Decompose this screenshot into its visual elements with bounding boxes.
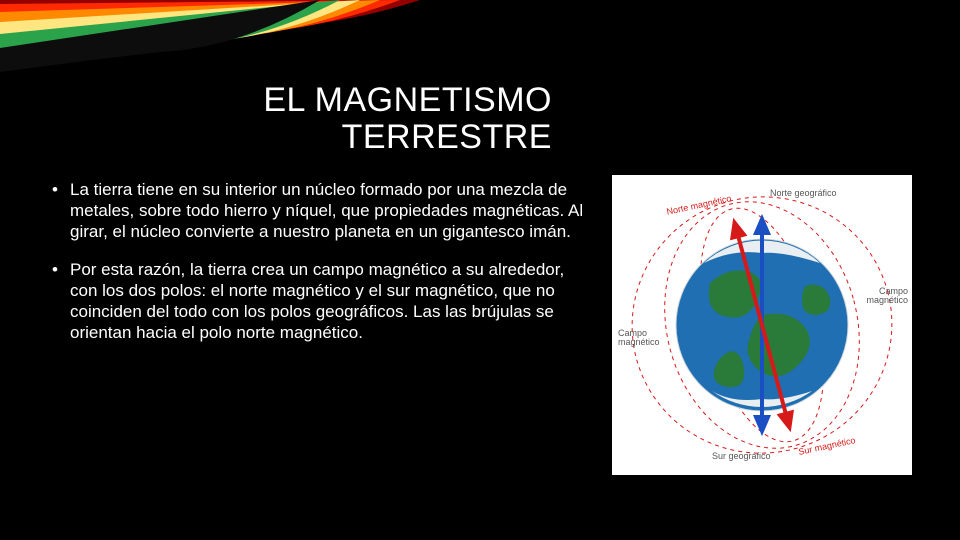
figure-column: Norte geográfico Norte magnético Campo m… (612, 175, 912, 475)
earth-magnetism-figure: Norte geográfico Norte magnético Campo m… (612, 175, 912, 475)
label-campo-magnetico-left: Campo magnético (618, 329, 666, 347)
label-norte-geografico: Norte geográfico (770, 189, 837, 198)
slide-title: EL MAGNETISMO TERRESTRE (48, 82, 552, 157)
label-campo-magnetico-right: Campo magnético (860, 287, 908, 305)
bullet-item: La tierra tiene en su interior un núcleo… (48, 179, 588, 243)
slide: EL MAGNETISMO TERRESTRE La tierra tiene … (0, 0, 960, 540)
earth-diagram-svg (612, 175, 912, 475)
title-line-2: TERRESTRE (342, 118, 552, 156)
bullet-item: Por esta razón, la tierra crea un campo … (48, 259, 588, 344)
content-row: La tierra tiene en su interior un núcleo… (48, 179, 912, 475)
title-line-1: EL MAGNETISMO (263, 81, 552, 119)
bullet-list: La tierra tiene en su interior un núcleo… (48, 179, 588, 344)
label-sur-geografico: Sur geográfico (712, 452, 771, 461)
text-column: La tierra tiene en su interior un núcleo… (48, 179, 588, 475)
